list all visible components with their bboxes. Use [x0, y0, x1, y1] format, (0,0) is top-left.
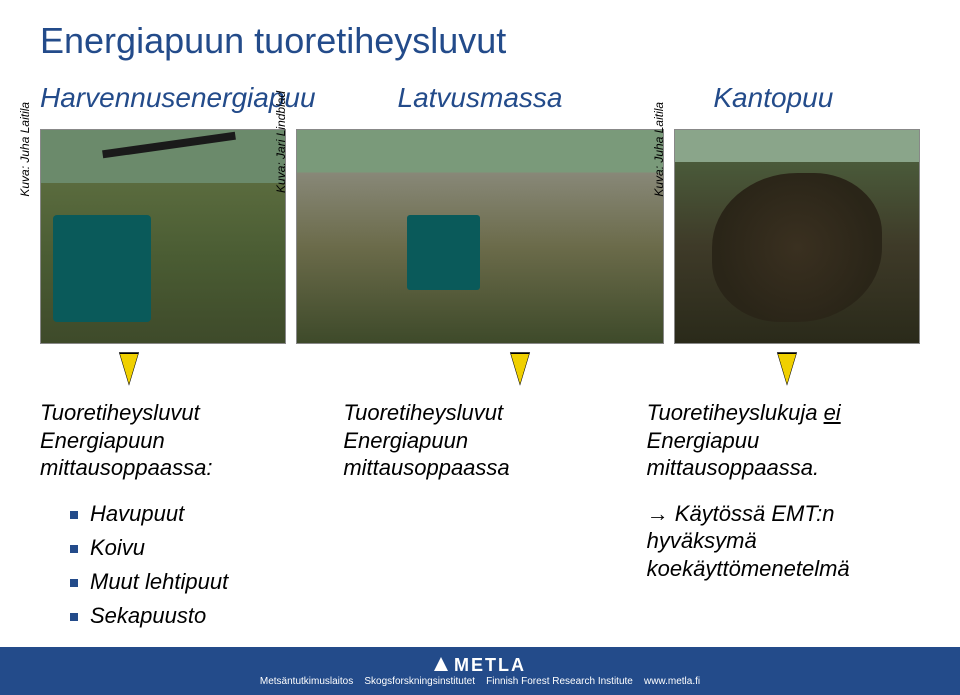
footer-logo-text: METLA [454, 655, 526, 675]
list-item: Muut lehtipuut [70, 565, 313, 599]
image-2 [296, 129, 665, 344]
footer-sub-b: Skogsforskningsinstitutet [364, 676, 475, 687]
arrow-icon-1 [120, 354, 138, 384]
col2-l2: Energiapuun [343, 428, 468, 453]
subtitle-col1: Harvennusenergiapuu [40, 82, 333, 114]
arrow-icon-3 [778, 354, 796, 384]
image-1-wrap: Kuva: Juha Laitila [40, 129, 286, 344]
col1-heading-l1: Tuoretiheysluvut [40, 400, 200, 425]
col3-p2-l2: hyväksymä [647, 528, 757, 553]
subtitle-col3: Kantopuu [627, 82, 920, 114]
footer: METLA Metsäntutkimuslaitos Skogsforsknin… [0, 647, 960, 695]
image-2-credit: Kuva: Jari Lindblad [274, 90, 288, 192]
image-1-credit: Kuva: Juha Laitila [18, 101, 32, 196]
footer-subtext: Metsäntutkimuslaitos Skogsforskningsinst… [260, 676, 700, 687]
column-2: Tuoretiheysluvut Energiapuun mittausoppa… [343, 399, 616, 633]
footer-inner: METLA Metsäntutkimuslaitos Skogsforsknin… [260, 656, 700, 687]
image-3-wrap: Kuva: Juha Laitila [674, 129, 920, 344]
list-item: Koivu [70, 531, 313, 565]
col1-bullets: Havupuut Koivu Muut lehtipuut Sekapuusto [40, 482, 313, 633]
image-3 [674, 129, 920, 344]
col1-heading-l2: Energiapuun [40, 428, 165, 453]
col1-heading-l3: mittausoppaassa: [40, 455, 212, 480]
arrow-right-icon: → [647, 501, 669, 526]
page-title: Energiapuun tuoretiheysluvut [0, 0, 960, 72]
list-item: Sekapuusto [70, 599, 313, 633]
col2-l3: mittausoppaassa [343, 455, 509, 480]
col3-p2-l3: koekäyttömenetelmä [647, 556, 850, 581]
arrow-icon-2 [511, 354, 529, 384]
image-3-credit: Kuva: Juha Laitila [652, 101, 666, 196]
images-row: Kuva: Juha Laitila Kuva: Jari Lindblad K… [0, 129, 960, 344]
col2-l1: Tuoretiheysluvut [343, 400, 503, 425]
col3-l1a: Tuoretiheyslukuja [647, 400, 824, 425]
col3-p2-l1: Käytössä EMT:n [669, 501, 835, 526]
subtitle-row: Harvennusenergiapuu Latvusmassa Kantopuu [0, 72, 960, 129]
arrows-row [0, 344, 960, 389]
tree-icon [434, 657, 448, 673]
col1-heading: Tuoretiheysluvut Energiapuun mittausoppa… [40, 399, 313, 482]
image-1 [40, 129, 286, 344]
col3-para1: Tuoretiheyslukuja ei Energiapuu mittauso… [647, 399, 920, 482]
list-item: Havupuut [70, 497, 313, 531]
footer-sub-d: www.metla.fi [644, 676, 700, 687]
subtitle-col2: Latvusmassa [333, 82, 626, 114]
column-3: Tuoretiheyslukuja ei Energiapuu mittauso… [647, 399, 920, 633]
footer-logo: METLA [260, 656, 700, 674]
col3-para2: → Käytössä EMT:n hyväksymä koekäyttömene… [647, 500, 920, 583]
content-columns: Tuoretiheysluvut Energiapuun mittausoppa… [0, 389, 960, 633]
column-1: Tuoretiheysluvut Energiapuun mittausoppa… [40, 399, 313, 633]
footer-sub-c: Finnish Forest Research Institute [486, 676, 633, 687]
col3-l2: Energiapuu [647, 428, 760, 453]
col3-l1b-underline: ei [824, 400, 841, 425]
col2-text: Tuoretiheysluvut Energiapuun mittausoppa… [343, 399, 616, 482]
image-2-wrap: Kuva: Jari Lindblad [296, 129, 665, 344]
footer-sub-a: Metsäntutkimuslaitos [260, 676, 353, 687]
col3-l3: mittausoppaassa. [647, 455, 819, 480]
